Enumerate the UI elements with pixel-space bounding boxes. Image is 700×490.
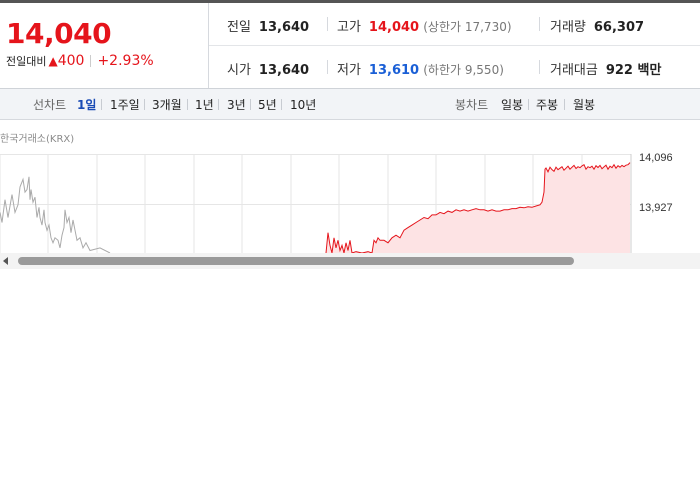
low-cell: 저가 13,610 (하한가 9,550)	[337, 59, 504, 78]
intraday-price-chart: 14,096 13,927	[0, 152, 673, 253]
low-value: 13,610	[368, 63, 420, 78]
y-axis-ticks: 14,096 13,927	[639, 152, 673, 214]
divider	[218, 99, 219, 110]
chart-series	[0, 162, 631, 253]
tab-1w[interactable]: 1주일	[110, 98, 140, 112]
trade-amount-cell: 거래대금 922 백만	[550, 59, 661, 78]
scrollbar-thumb[interactable]	[18, 257, 574, 265]
candle-chart-label: 봉차트	[455, 98, 489, 112]
divider	[144, 99, 145, 110]
divider	[327, 17, 328, 31]
chart-period-tabbar: 선차트 1일 1주일 3개월 1년 3년 5년 10년 봉차트 일봉 주봉 월봉	[0, 89, 700, 120]
low-label: 저가	[337, 63, 361, 78]
trade-amount-label: 거래대금	[550, 63, 598, 78]
open-cell: 시가 13,640	[227, 59, 309, 78]
high-label: 고가	[337, 20, 361, 35]
quote-details-grid: 전일 13,640 고가 14,040 (상한가 17,730) 거래량 66,307…	[209, 3, 700, 88]
prev-close-label: 전일	[227, 20, 251, 35]
current-price-line	[325, 162, 631, 253]
change-percent: +2.93%	[97, 53, 154, 69]
current-price: 14,040	[6, 17, 112, 50]
top-border	[0, 0, 700, 3]
change-value: 400	[57, 53, 85, 69]
tab-3y[interactable]: 3년	[227, 98, 246, 112]
divider	[528, 99, 529, 110]
high-cell: 고가 14,040 (상한가 17,730)	[337, 16, 512, 35]
high-value: 14,040	[368, 20, 420, 35]
divider	[250, 99, 251, 110]
divider	[539, 60, 540, 74]
tab-weekly-candle[interactable]: 주봉	[536, 98, 559, 112]
divider	[327, 60, 328, 74]
divider	[101, 99, 102, 110]
volume-cell: 거래량 66,307	[550, 16, 644, 35]
divider	[209, 45, 700, 46]
data-source-label: 한국거래소(KRX)	[0, 134, 75, 145]
y-tick-label: 14,096	[639, 152, 673, 164]
price-change-row: 전일대비 ▲400 +2.93%	[6, 53, 154, 69]
line-chart-label: 선차트	[33, 98, 67, 112]
lower-limit-text: (하한가 9,550)	[423, 63, 504, 77]
current-price-box: 14,040 전일대비 ▲400 +2.93%	[0, 3, 209, 88]
y-tick-label: 13,927	[639, 202, 673, 214]
open-label: 시가	[227, 63, 251, 78]
open-value: 13,640	[258, 63, 310, 78]
trade-amount-value: 922 백만	[605, 63, 662, 78]
tab-monthly-candle[interactable]: 월봉	[573, 98, 596, 112]
divider	[187, 99, 188, 110]
divider	[539, 17, 540, 31]
divider	[281, 99, 282, 110]
tab-10y[interactable]: 10년	[290, 98, 317, 112]
prev-close-cell: 전일 13,640	[227, 16, 309, 35]
previous-day-price-line	[0, 176, 111, 253]
tab-1d[interactable]: 1일	[77, 98, 97, 112]
divider	[564, 99, 565, 110]
tab-5y[interactable]: 5년	[258, 98, 277, 112]
prev-close-value: 13,640	[258, 20, 310, 35]
tab-1y[interactable]: 1년	[195, 98, 214, 112]
price-area-fill	[326, 162, 630, 253]
volume-label: 거래량	[550, 20, 586, 35]
tab-3m[interactable]: 3개월	[152, 98, 182, 112]
change-label: 전일대비	[6, 55, 47, 68]
scroll-left-arrow-icon[interactable]	[3, 257, 8, 265]
volume-value: 66,307	[593, 20, 645, 35]
upper-limit-text: (상한가 17,730)	[423, 20, 512, 34]
up-arrow-icon: ▲	[48, 54, 58, 68]
tab-daily-candle[interactable]: 일봉	[501, 98, 524, 112]
stock-quote-panel: 14,040 전일대비 ▲400 +2.93% 전일 13,640 고가 14,040 …	[0, 3, 700, 89]
divider	[90, 55, 92, 67]
